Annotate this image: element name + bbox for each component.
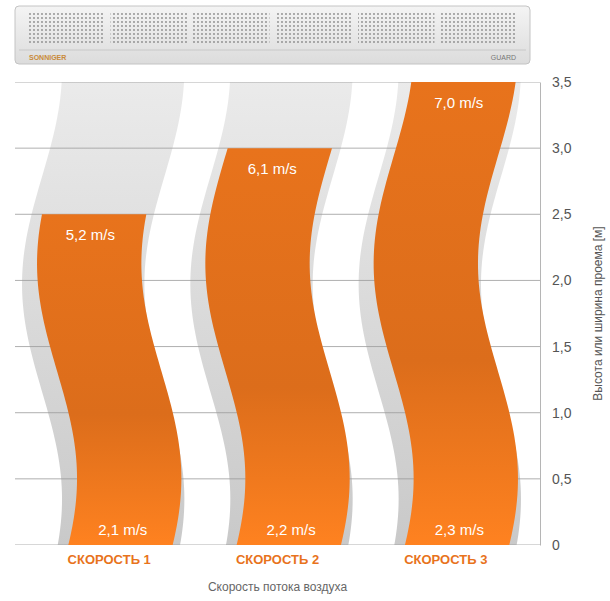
y-axis-line: [540, 83, 541, 546]
device-grille: [111, 12, 188, 44]
device-grille: [441, 12, 518, 44]
chart: SONNIGER GUARD 5,2 m/s 2,1 m/s 6,1 m/s 2,2 m/…: [0, 0, 610, 601]
top-speed-label: 5,2 m/s: [66, 226, 115, 243]
x-axis-title: Скорость потока воздуха: [208, 580, 348, 594]
x-tick-label: СКОРОСТЬ 2: [236, 552, 319, 567]
y-axis: 0 0,5 1,0 1,5 2,0 2,5 3,0 3,5: [540, 74, 572, 553]
device-model: GUARD: [491, 54, 516, 61]
device-grille: [358, 12, 435, 44]
y-tick-label: 3,0: [552, 140, 572, 156]
y-tick: 0,5: [540, 471, 572, 487]
y-tick-label: 1,5: [552, 339, 572, 355]
outlet-speed-label: 2,2 m/s: [266, 521, 315, 538]
top-speed-label: 6,1 m/s: [248, 160, 297, 177]
device: SONNIGER GUARD: [15, 6, 530, 64]
band-shadow: [190, 82, 352, 545]
x-tick: СКОРОСТЬ 2: [236, 545, 319, 567]
y-tick-label: 0,5: [552, 471, 572, 487]
y-tick: 2,0: [540, 272, 572, 288]
y-tick: 3,5: [540, 74, 572, 90]
y-tick: 0: [540, 537, 560, 553]
bar: [205, 148, 349, 545]
device-brand: SONNIGER: [29, 54, 66, 61]
x-tick: СКОРОСТЬ 3: [404, 545, 487, 567]
outlet-speed-label: 2,3 m/s: [435, 521, 484, 538]
y-tick: 1,0: [540, 405, 572, 421]
device-grille: [193, 12, 270, 44]
band-shadow: [359, 82, 521, 545]
y-tick-label: 2,5: [552, 206, 572, 222]
x-axis: СКОРОСТЬ 1 СКОРОСТЬ 2 СКОРОСТЬ 3: [68, 545, 488, 567]
top-speed-label: 7,0 m/s: [434, 94, 483, 111]
outlet-speed-label: 2,1 m/s: [98, 521, 147, 538]
band-shadow: [22, 82, 184, 545]
y-tick: 3,0: [540, 140, 572, 156]
bar: [374, 82, 518, 545]
bar: [37, 214, 181, 545]
device-grille: [276, 12, 353, 44]
speed-labels: 5,2 m/s 2,1 m/s 6,1 m/s 2,2 m/s 7,0 m/s 2,3 m…: [66, 94, 484, 538]
y-tick-label: 0: [552, 537, 560, 553]
y-tick-label: 1,0: [552, 405, 572, 421]
y-tick: 1,5: [540, 339, 572, 355]
device-edge: [19, 50, 526, 51]
device-grille: [28, 12, 105, 44]
x-tick: СКОРОСТЬ 1: [68, 545, 151, 567]
y-axis-title: Высота или ширина проема [м]: [591, 226, 605, 400]
y-tick-label: 3,5: [552, 74, 572, 90]
device-body: [15, 6, 530, 64]
x-tick-label: СКОРОСТЬ 3: [404, 552, 487, 567]
y-tick: 2,5: [540, 206, 572, 222]
x-tick-label: СКОРОСТЬ 1: [68, 552, 151, 567]
y-tick-label: 2,0: [552, 272, 572, 288]
plot-area: [15, 82, 540, 545]
